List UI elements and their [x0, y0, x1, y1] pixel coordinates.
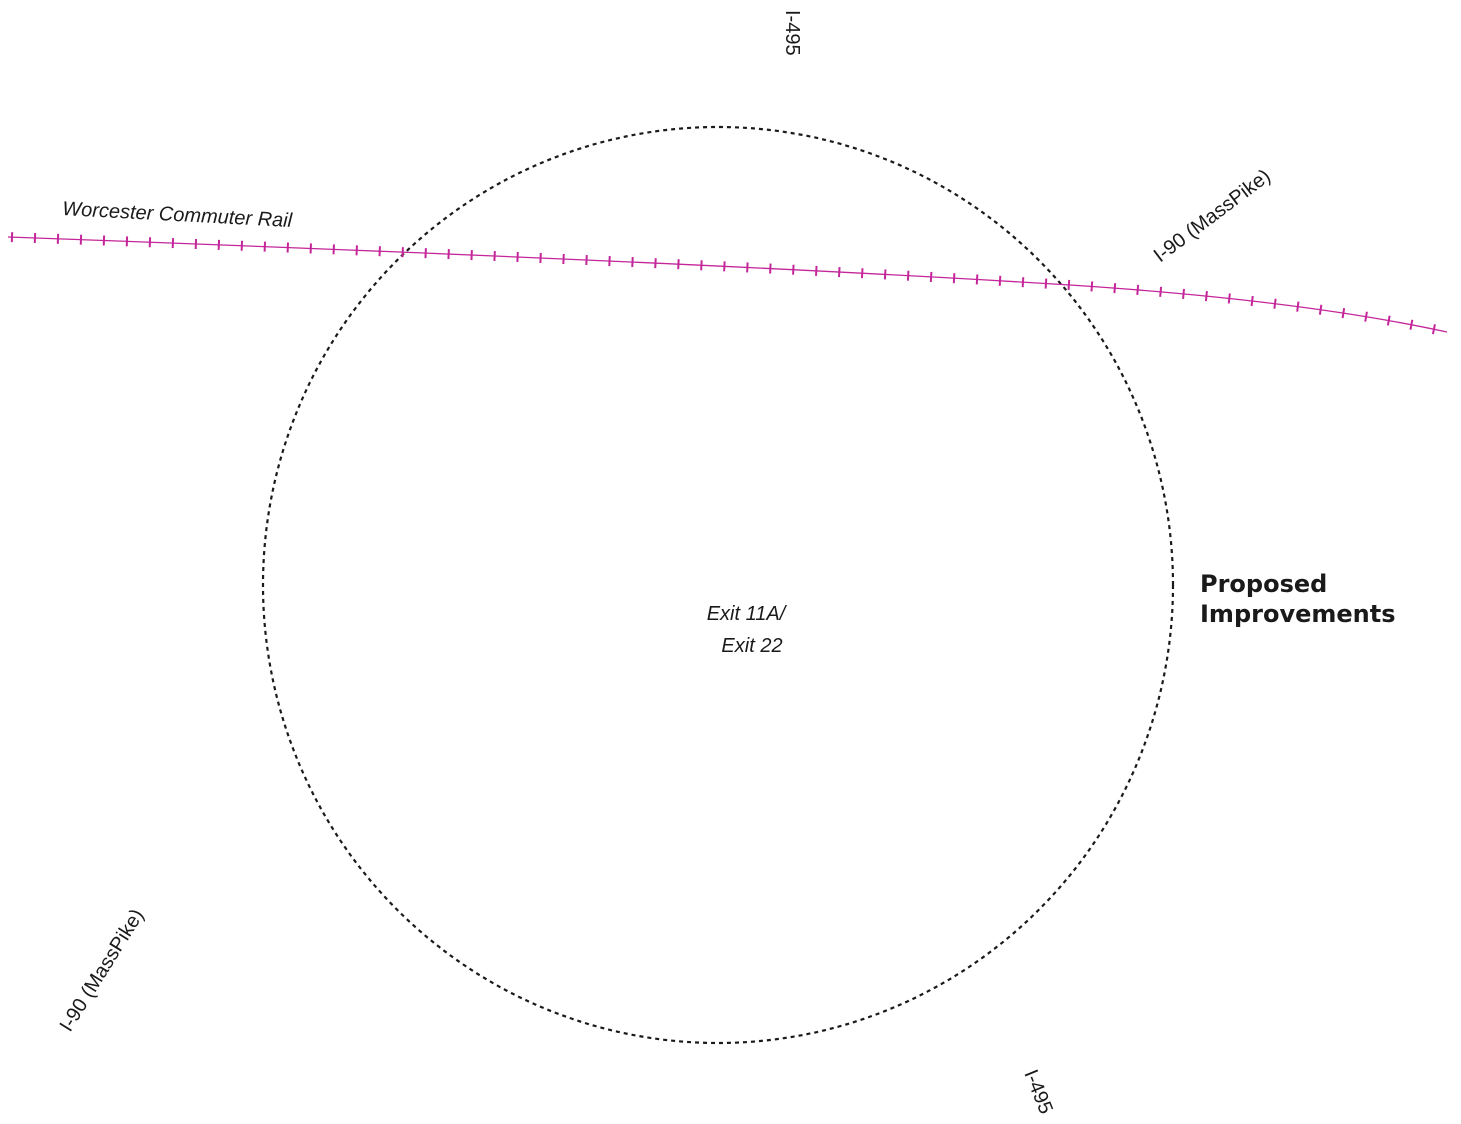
legend-label-line2: Improvements	[1200, 600, 1396, 628]
rail-tie	[906, 270, 910, 281]
rail-tie	[1021, 277, 1025, 288]
rail-tie	[1227, 293, 1231, 304]
exit-label-line1: Exit 11A/	[707, 603, 788, 625]
rail-tie	[1431, 324, 1436, 335]
i495-south-label: I-495	[1019, 1067, 1056, 1118]
rail-tie	[998, 275, 1002, 286]
legend-label-line1: Proposed	[1200, 570, 1327, 598]
rail-tie	[1044, 278, 1048, 289]
rail-tie	[1159, 286, 1163, 297]
rail-tie	[1341, 308, 1346, 319]
rail-tie	[837, 267, 841, 278]
rail-tie	[1113, 283, 1117, 294]
rail-label: Worcester Commuter Rail	[62, 198, 293, 232]
rail-ties	[10, 232, 1436, 335]
rail-tie	[815, 265, 818, 276]
rail-tie	[1250, 295, 1254, 307]
rail-tie	[1273, 298, 1277, 309]
rail-tie	[860, 268, 864, 279]
rail-tie	[1364, 311, 1368, 322]
rail-tie	[883, 269, 887, 280]
rail-tie	[1204, 291, 1208, 302]
rail-tie	[1067, 279, 1071, 290]
rail-tie	[952, 273, 956, 284]
rail-tie	[1182, 288, 1185, 299]
commuter-rail-line	[7, 232, 1448, 335]
rail-tie	[1296, 301, 1300, 312]
i90-west-label: I-90 (MassPike)	[56, 905, 149, 1035]
i90-east-label: I-90 (MassPike)	[1150, 165, 1275, 267]
rail-tie	[975, 274, 979, 285]
rail-tie	[1386, 315, 1391, 326]
i495-north-label: I-495	[781, 10, 803, 56]
rail-tie	[1318, 304, 1323, 315]
study-area-boundary	[261, 125, 1175, 1045]
rail-tie	[1136, 284, 1140, 295]
rail-tie	[1409, 319, 1414, 330]
rail-track	[7, 236, 1448, 333]
exit-label-line2: Exit 22	[721, 635, 782, 657]
rail-tie	[929, 271, 933, 282]
rail-tie	[1090, 281, 1094, 292]
